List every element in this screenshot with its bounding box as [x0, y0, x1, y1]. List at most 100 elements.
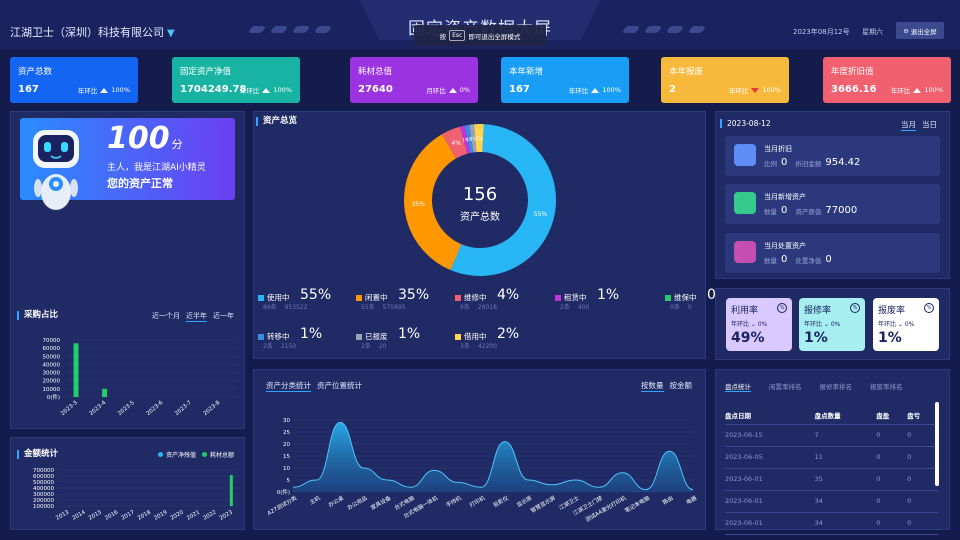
- status-item: 租赁中 1% 2条 400: [555, 287, 619, 311]
- distribution-tabs: 资产分类统计 资产位置统计: [266, 380, 362, 392]
- exit-fullscreen-button[interactable]: ⊖ 退出全屏: [896, 22, 944, 39]
- rate-card[interactable]: 利用率% 年环比 ⌄ 0% 49%: [726, 298, 792, 351]
- tab-today[interactable]: 当日: [922, 120, 937, 129]
- company-selector[interactable]: 江湖卫士（深圳）科技有限公司 ▼: [10, 24, 175, 40]
- arrow-up-icon: [591, 87, 600, 93]
- table-cell: 0: [876, 424, 908, 447]
- kpi-label: 固定资产净值: [180, 67, 232, 77]
- donut-slice[interactable]: [450, 124, 556, 277]
- area-line[interactable]: [292, 421, 694, 491]
- tab-year[interactable]: 近一年: [213, 312, 234, 320]
- donut-slice[interactable]: [459, 125, 471, 154]
- kpi-label: 年度折旧值: [831, 67, 874, 77]
- status-name-row: 闲置中: [356, 292, 388, 303]
- donut-slice[interactable]: [469, 124, 477, 153]
- status-percent: 1%: [597, 287, 620, 303]
- kpi-value: 27640: [358, 84, 393, 95]
- kpi-compare-label: 年环比: [239, 87, 260, 95]
- table-cell: 2023-06-01: [725, 468, 815, 491]
- asset-add-icon: [734, 192, 756, 214]
- donut-slice[interactable]: [404, 134, 462, 271]
- score-unit: 分: [171, 138, 183, 151]
- donut-total-label: 资产总数: [460, 212, 500, 223]
- kpi-card[interactable]: 资产总数 167 年环比 100%: [10, 57, 138, 103]
- status-donut-chart: 55%35%4% 1%1%1% 2%: [404, 124, 556, 277]
- x-tick-label: 办公用品: [346, 494, 369, 512]
- x-tick-label: 2019: [153, 509, 169, 521]
- tab-month[interactable]: 近一个月: [152, 312, 180, 320]
- monthly-l1: 比例: [764, 159, 777, 168]
- monthly-card[interactable]: 当月折旧 比例 0 折旧金额 954.42: [725, 136, 940, 176]
- donut-slice-label: 1%: [462, 138, 469, 143]
- rate-card[interactable]: 报废率% 年环比 ⌄ 0% 1%: [873, 298, 939, 351]
- tab-idle-rank[interactable]: 闲置率排名: [769, 383, 802, 391]
- table-row[interactable]: 2023-06-01 35 0 0: [725, 468, 938, 491]
- percent-icon: %: [777, 303, 787, 313]
- tab-category[interactable]: 资产分类统计: [266, 381, 311, 392]
- tab-repair-rank[interactable]: 报修率排名: [819, 383, 853, 391]
- kpi-card[interactable]: 固定资产净值 1704249.78 年环比 100%: [172, 57, 300, 103]
- table-row[interactable]: 2023-06-01 34 0 0: [725, 490, 938, 513]
- status-amount: 2150: [280, 343, 297, 350]
- tab-inventory-stats[interactable]: 盘点统计: [725, 383, 751, 392]
- kpi-compare-label: 年环比: [568, 87, 589, 95]
- donut-slice[interactable]: [474, 124, 484, 153]
- legend-label: 资产净残值: [166, 452, 197, 459]
- robot-mascot-icon: [33, 130, 79, 210]
- tab-half-year[interactable]: 近半年: [186, 312, 207, 322]
- status-swatch: [258, 294, 264, 301]
- tab-this-month[interactable]: 当月: [901, 120, 916, 131]
- monthly-v1: 0: [781, 157, 788, 168]
- table-header-row: 盘点日期 盘点数量 盘盈 盘亏: [725, 406, 938, 425]
- tab-by-amount[interactable]: 按金额: [669, 381, 693, 390]
- rate-value: 49%: [731, 330, 765, 346]
- kpi-card[interactable]: 本年报废 2 年环比 100%: [661, 57, 789, 103]
- donut-slice[interactable]: [464, 124, 474, 153]
- x-tick-label: 2023-4: [89, 400, 108, 417]
- table-cell: 7: [814, 424, 877, 447]
- x-tick-label: A27测试分类: [266, 494, 299, 518]
- x-tick-label: 2023-8: [203, 400, 222, 417]
- table-cell: 11: [814, 446, 877, 469]
- status-name-row: 借用中: [455, 331, 487, 342]
- status-name-row: 已报废: [356, 331, 388, 342]
- table-row[interactable]: 2023-06-15 7 0 0: [725, 424, 938, 447]
- table-cell: 34: [814, 490, 877, 513]
- status-amount: 0: [687, 304, 692, 311]
- kpi-compare: 月环比 0%: [426, 85, 470, 95]
- table-cell: 0: [907, 512, 938, 535]
- x-tick-label: 2017: [121, 509, 137, 521]
- x-tick-label: 2018: [137, 509, 153, 521]
- status-count: 86条: [263, 304, 277, 311]
- tab-location[interactable]: 资产位置统计: [317, 381, 362, 390]
- tab-scrap-rank[interactable]: 报废率排名: [870, 383, 903, 391]
- kpi-card[interactable]: 耗材总值 27640 月环比 0%: [350, 57, 478, 103]
- y-tick-label: 400000: [33, 486, 54, 492]
- area-fill: [293, 422, 693, 492]
- monthly-card[interactable]: 当月新增资产 数量 0 资产原值 77000: [725, 184, 940, 224]
- tab-by-count[interactable]: 按数量: [641, 381, 664, 392]
- table-scrollbar[interactable]: [935, 402, 939, 486]
- donut-slice-label: 1%: [466, 137, 473, 142]
- status-count: 2条: [361, 343, 371, 350]
- monthly-v2: 954.42: [825, 157, 861, 168]
- kpi-card[interactable]: 本年新增 167 年环比 100%: [501, 57, 629, 103]
- table-cell: 0: [907, 490, 938, 513]
- status-item: 使用中 55% 86条 953522: [258, 287, 331, 311]
- rate-sub-value: 0%: [757, 321, 768, 328]
- table-cell: 35: [814, 468, 877, 491]
- bar[interactable]: [102, 388, 108, 397]
- monthly-card[interactable]: 当月处置资产 数量 0 处置净值 0: [725, 233, 940, 273]
- status-percent: 2%: [497, 326, 520, 342]
- bar[interactable]: [229, 475, 233, 506]
- monthly-card-values: 数量 0 资产原值 77000: [764, 205, 857, 216]
- bar[interactable]: [73, 343, 79, 397]
- table-row[interactable]: 2023-06-01 34 0 0: [725, 512, 938, 535]
- legend-consumables: 耗材总额: [202, 450, 234, 459]
- ai-status: 您的资产正常: [107, 177, 173, 190]
- table-row[interactable]: 2023-06-05 11 0 0: [725, 446, 938, 469]
- rate-card[interactable]: 报修率% 年环比 ⌄ 0% 1%: [799, 298, 865, 351]
- kpi-card[interactable]: 年度折旧值 3666.16 年环比 100%: [823, 57, 951, 103]
- donut-slice[interactable]: [442, 126, 468, 159]
